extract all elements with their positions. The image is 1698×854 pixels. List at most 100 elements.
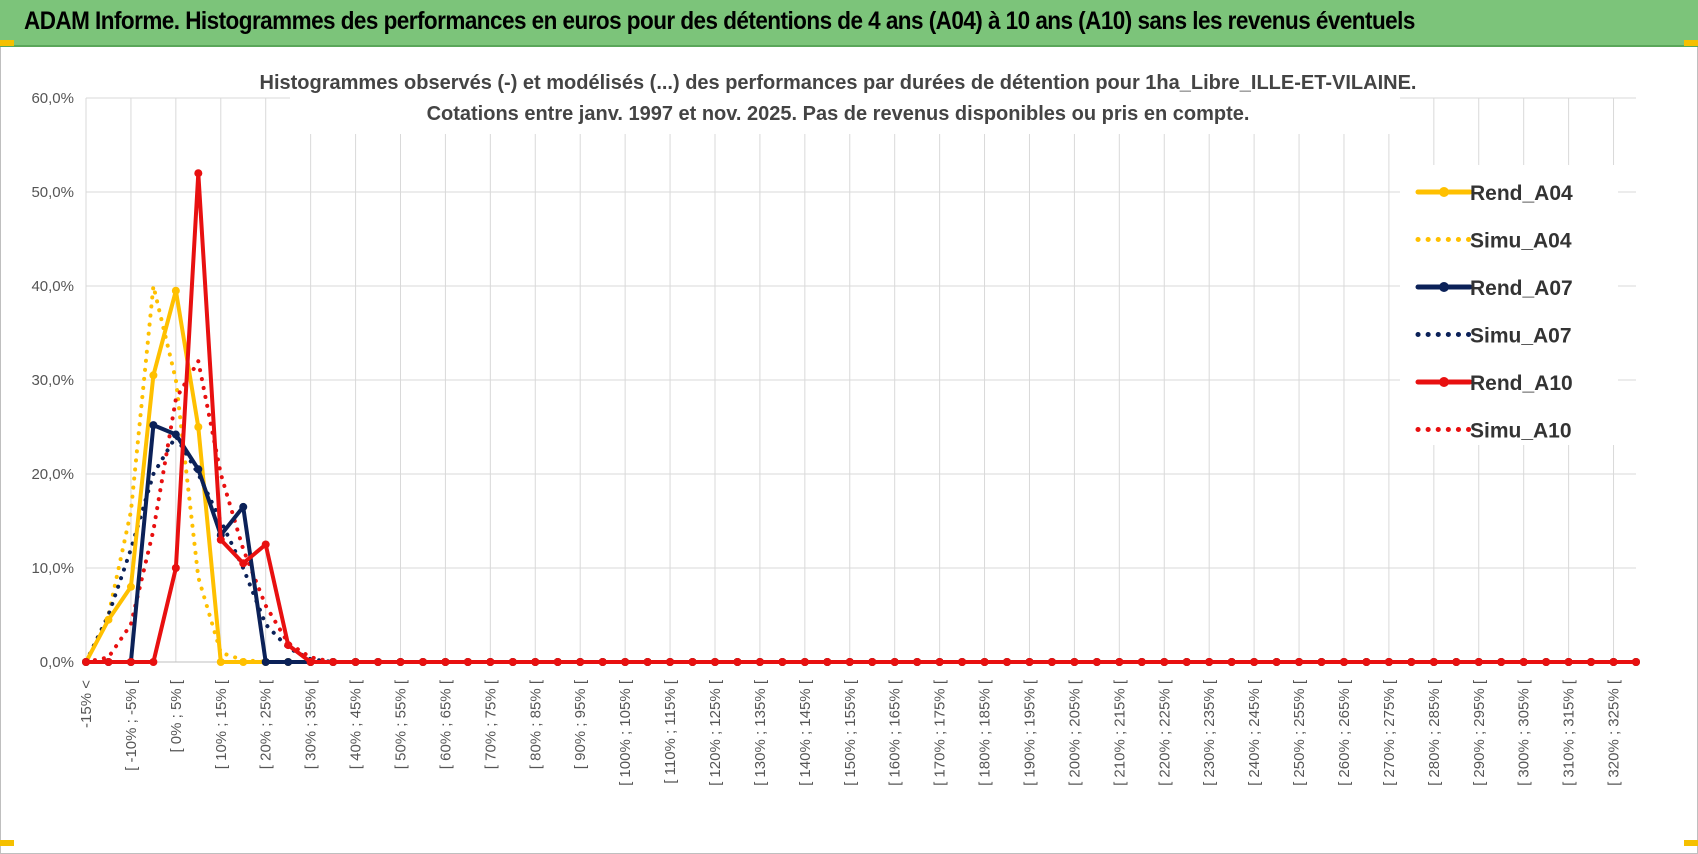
series-point-Rend_A10	[441, 658, 450, 666]
series-point-Rend_A10	[710, 658, 719, 666]
series-point-Rend_A10	[82, 658, 90, 666]
series-point-Rend_A10	[1295, 658, 1304, 666]
series-group	[82, 169, 1640, 666]
series-point-Rend_A10	[1025, 658, 1034, 666]
series-point-Rend_A10	[1003, 658, 1012, 666]
legend-marker	[1439, 187, 1449, 197]
x-tick-label: [ 120% ; 125% [	[707, 679, 724, 786]
x-tick-label: [ 100% ; 105% [	[617, 679, 634, 786]
series-point-Rend_A10	[396, 658, 405, 666]
series-point-Rend_A04	[149, 371, 158, 380]
legend-label: Simu_A10	[1470, 420, 1572, 443]
series-point-Rend_A10	[1452, 658, 1461, 666]
x-tick-label: [ 310% ; 315% [	[1561, 679, 1578, 786]
x-tick-label: [ 30% ; 35% [	[303, 679, 320, 769]
x-tick-label: [ -10% ; -5% [	[123, 679, 140, 771]
series-point-Rend_A10	[598, 658, 607, 666]
series-point-Rend_A04	[171, 286, 180, 295]
series-point-Rend_A10	[1227, 658, 1236, 666]
x-tick-label: [ 180% ; 185% [	[977, 679, 994, 786]
series-point-Rend_A07	[261, 658, 270, 666]
series-point-Rend_A10	[1384, 658, 1393, 666]
legend-label: Simu_A07	[1470, 325, 1572, 348]
series-point-Rend_A07	[149, 421, 158, 430]
x-tick-label: [ 200% ; 205% [	[1066, 679, 1083, 786]
series-point-Rend_A10	[261, 540, 270, 549]
series-point-Rend_A10	[1182, 658, 1191, 666]
corner-mark	[0, 40, 14, 46]
series-point-Rend_A10	[1542, 658, 1551, 666]
series-point-Rend_A10	[508, 658, 517, 666]
series-point-Rend_A04	[104, 615, 113, 624]
x-tick-label: [ 40% ; 45% [	[348, 679, 365, 769]
y-tick-label: 30,0%	[31, 372, 74, 389]
corner-mark	[1684, 840, 1698, 846]
series-point-Rend_A10	[666, 658, 675, 666]
legend: Rend_A04 Simu_A04 Rend_A07 Simu_A07 Rend_A10…	[1400, 165, 1618, 445]
legend-label: Rend_A04	[1470, 182, 1573, 205]
series-point-Rend_A10	[1047, 658, 1056, 666]
series-point-Rend_A10	[351, 658, 360, 666]
series-point-Rend_A10	[576, 658, 585, 666]
legend-label: Rend_A10	[1470, 372, 1573, 395]
series-point-Rend_A04	[126, 582, 135, 591]
series-point-Rend_A10	[1497, 658, 1506, 666]
series-point-Rend_A10	[126, 658, 135, 666]
series-point-Rend_A07	[194, 465, 203, 474]
series-point-Rend_A10	[1429, 658, 1438, 666]
series-point-Rend_A10	[1632, 658, 1640, 666]
series-point-Rend_A07	[239, 502, 248, 511]
series-point-Rend_A10	[1362, 658, 1371, 666]
series-point-Rend_A10	[980, 658, 989, 666]
series-point-Rend_A10	[688, 658, 697, 666]
series-point-Rend_A07	[171, 430, 180, 439]
series-point-Rend_A10	[171, 564, 180, 572]
series-point-Rend_A10	[733, 658, 742, 666]
y-tick-label: 40,0%	[31, 278, 74, 295]
series-point-Rend_A10	[913, 658, 922, 666]
series-point-Rend_A10	[284, 641, 293, 650]
series-point-Rend_A10	[1092, 658, 1101, 666]
series-point-Rend_A10	[778, 658, 787, 666]
series-point-Rend_A10	[329, 658, 338, 666]
x-tick-label: [ 90% ; 95% [	[572, 679, 589, 769]
x-tick-label: [ 290% ; 295% [	[1471, 679, 1488, 786]
y-tick-label: 10,0%	[31, 560, 74, 577]
series-point-Rend_A10	[1519, 658, 1528, 666]
x-tick-label: [ 130% ; 135% [	[752, 679, 769, 786]
series-point-Rend_A10	[621, 658, 630, 666]
series-point-Rend_A10	[1609, 658, 1618, 666]
x-tick-label: [ 230% ; 235% [	[1201, 679, 1218, 786]
x-tick-label: [ 140% ; 145% [	[797, 679, 814, 786]
series-point-Rend_A10	[935, 658, 944, 666]
x-tick-label: [ 20% ; 25% [	[258, 679, 275, 769]
series-point-Rend_A10	[643, 658, 652, 666]
x-tick-label: [ 80% ; 85% [	[527, 679, 544, 769]
x-tick-label: [ 10% ; 15% [	[213, 679, 230, 769]
series-line-Simu_A07	[84, 434, 1638, 664]
series-point-Rend_A10	[306, 658, 315, 666]
series-point-Rend_A10	[553, 658, 562, 666]
series-point-Rend_A10	[800, 658, 809, 666]
x-tick-label: [ 60% ; 65% [	[437, 679, 454, 769]
series-point-Rend_A10	[868, 658, 877, 666]
x-tick-label: [ 110% ; 115% [	[662, 679, 679, 784]
header-bar: ADAM Informe. Histogrammes des performan…	[0, 0, 1698, 47]
x-tick-label: [ 260% ; 265% [	[1336, 679, 1353, 786]
series-point-Rend_A10	[1272, 658, 1281, 666]
series-point-Rend_A10	[149, 658, 158, 666]
x-tick-label: [ 320% ; 325% [	[1606, 679, 1623, 786]
series-point-Rend_A10	[374, 658, 383, 666]
series-line-Rend_A10	[84, 171, 1638, 664]
series-point-Rend_A10	[1250, 658, 1259, 666]
series-point-Rend_A10	[1339, 658, 1348, 666]
series-point-Rend_A10	[1115, 658, 1124, 666]
legend-background	[1400, 165, 1618, 445]
x-tick-label: [ 160% ; 165% [	[887, 679, 904, 786]
x-tick-label: [ 270% ; 275% [	[1381, 679, 1398, 786]
series-point-Rend_A04	[194, 423, 203, 431]
chart-title: Histogrammes observés (-) et modélisés (…	[260, 72, 1417, 94]
series-point-Rend_A10	[418, 658, 427, 666]
page-title: ADAM Informe. Histogrammes des performan…	[24, 7, 1415, 35]
